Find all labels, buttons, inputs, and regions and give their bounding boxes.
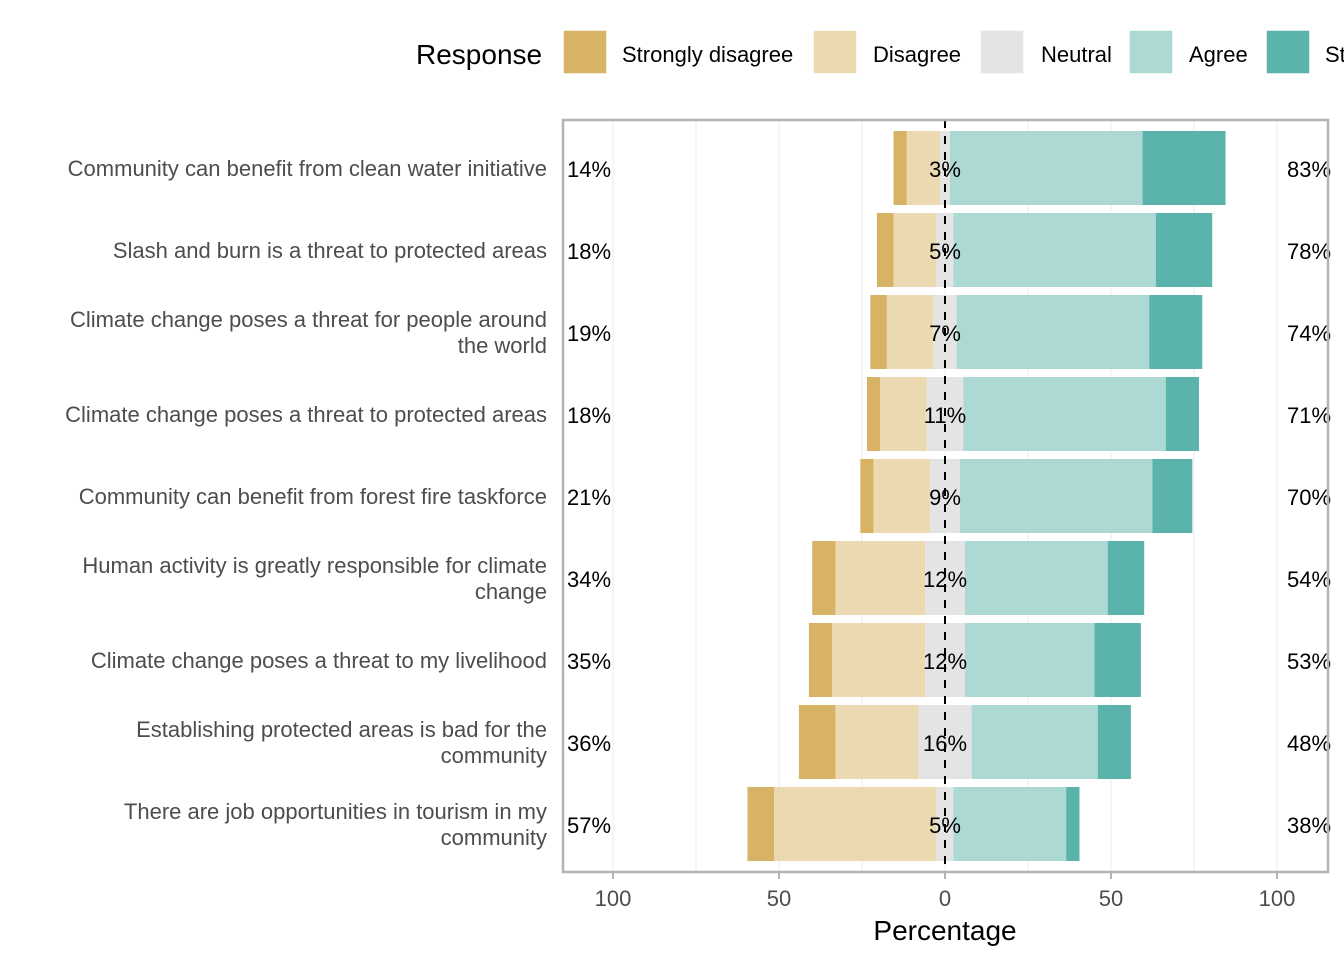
legend-label: Strongly disagree [622, 42, 793, 67]
bar-strongly-agree [1066, 787, 1080, 861]
category-label: Establishing protected areas is bad for … [136, 717, 547, 768]
high-percent-label: 48% [1287, 731, 1331, 756]
legend-swatch [812, 29, 858, 75]
bar-strongly-disagree [870, 295, 887, 369]
bar-strongly-disagree [876, 213, 894, 287]
bar-agree [959, 459, 1153, 533]
bar-agree [953, 213, 1156, 287]
bar-agree [963, 377, 1166, 451]
x-tick-label: 50 [767, 886, 791, 911]
bar-agree [971, 705, 1098, 779]
low-percent-label: 18% [567, 403, 611, 428]
legend-swatch [979, 29, 1025, 75]
x-tick-label: 50 [1099, 886, 1123, 911]
low-percent-label: 35% [567, 649, 611, 674]
bar-strongly-disagree [866, 377, 881, 451]
low-percent-label: 14% [567, 157, 611, 182]
bars [747, 131, 1226, 861]
legend-swatch [1128, 29, 1174, 75]
bar-strongly-agree [1149, 295, 1203, 369]
bar-agree [964, 541, 1108, 615]
legend: Response Strongly disagree Disagree Neutral… [416, 29, 1344, 75]
high-percent-label: 71% [1287, 403, 1331, 428]
bar-disagree [893, 213, 937, 287]
category-label: Slash and burn is a threat to protected … [113, 238, 547, 263]
category-label: Human activity is greatly responsible fo… [82, 553, 547, 604]
bar-strongly-agree [1107, 541, 1145, 615]
x-tick-label: 100 [595, 886, 632, 911]
bar-strongly-agree [1155, 213, 1213, 287]
bar-agree [949, 131, 1143, 205]
category-label: Community can benefit from forest fire t… [79, 484, 547, 509]
low-percent-label: 19% [567, 321, 611, 346]
bar-disagree [835, 705, 919, 779]
high-percent-label: 54% [1287, 567, 1331, 592]
bar-disagree [835, 541, 926, 615]
bar-strongly-disagree [812, 541, 836, 615]
category-label: There are job opportunities in tourism i… [124, 799, 547, 850]
low-percent-label: 34% [567, 567, 611, 592]
bar-disagree [886, 295, 934, 369]
bar-strongly-agree [1165, 377, 1199, 451]
legend-label: Neutral [1041, 42, 1112, 67]
bar-strongly-disagree [893, 131, 907, 205]
x-axis-title: Percentage [873, 915, 1016, 946]
high-percent-label: 78% [1287, 239, 1331, 264]
legend-swatch [562, 29, 608, 75]
low-percent-label: 21% [567, 485, 611, 510]
bar-disagree [906, 131, 941, 205]
bar-disagree [832, 623, 926, 697]
category-label: Climate change poses a threat for people… [70, 307, 547, 358]
bar-strongly-disagree [808, 623, 833, 697]
high-percent-label: 70% [1287, 485, 1331, 510]
legend-swatch [1265, 29, 1311, 75]
bar-disagree [774, 787, 937, 861]
bar-strongly-disagree [798, 705, 836, 779]
row-labels: 14% 3% 83%Community can benefit from clean… [65, 156, 1331, 850]
bar-strongly-disagree [860, 459, 874, 533]
bar-strongly-agree [1142, 131, 1226, 205]
legend-label: Disagree [873, 42, 961, 67]
bar-agree [964, 623, 1095, 697]
bar-strongly-agree [1152, 459, 1193, 533]
bar-strongly-agree [1094, 623, 1141, 697]
low-percent-label: 57% [567, 813, 611, 838]
x-tick-label: 0 [939, 886, 951, 911]
high-percent-label: 53% [1287, 649, 1331, 674]
x-axis: 100 50 0 50 100 Percentage [561, 118, 1330, 946]
bar-agree [956, 295, 1150, 369]
category-label: Climate change poses a threat to my live… [91, 648, 547, 673]
category-label: Climate change poses a threat to protect… [65, 402, 547, 427]
bar-strongly-disagree [747, 787, 775, 861]
high-percent-label: 38% [1287, 813, 1331, 838]
high-percent-label: 83% [1287, 157, 1331, 182]
x-tick-label: 100 [1259, 886, 1296, 911]
low-percent-label: 18% [567, 239, 611, 264]
legend-title: Response [416, 39, 542, 70]
bar-disagree [880, 377, 927, 451]
legend-label: Agree [1189, 42, 1248, 67]
low-percent-label: 36% [567, 731, 611, 756]
bar-disagree [873, 459, 931, 533]
category-label: Community can benefit from clean water i… [68, 156, 547, 181]
bar-strongly-agree [1097, 705, 1131, 779]
bar-agree [953, 787, 1067, 861]
legend-label: St [1325, 42, 1344, 67]
high-percent-label: 74% [1287, 321, 1331, 346]
